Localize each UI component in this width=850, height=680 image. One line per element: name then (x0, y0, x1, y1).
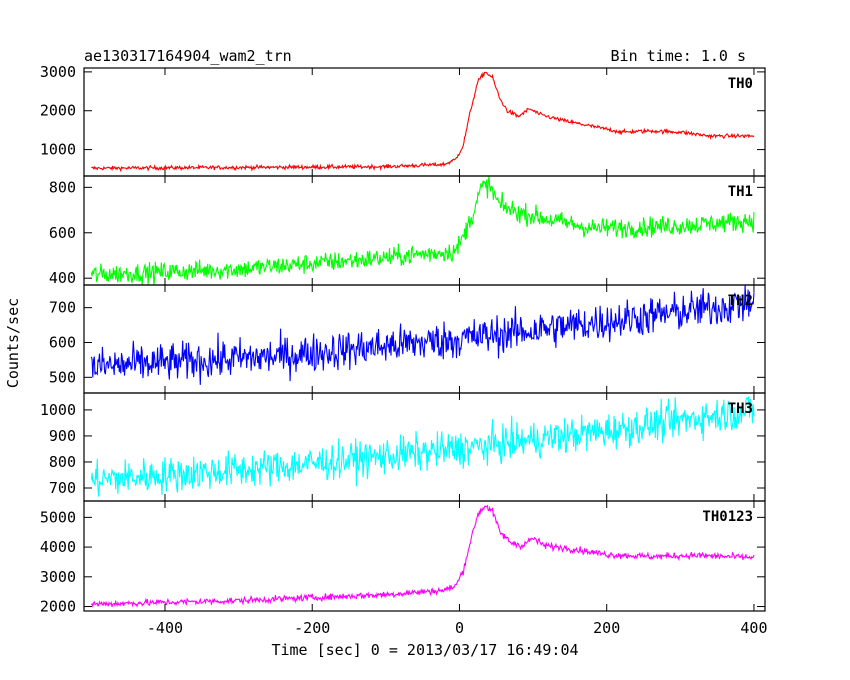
y-tick-label: 400 (49, 269, 76, 287)
panel-frame (83, 67, 766, 177)
y-tick-label: 5000 (40, 508, 76, 526)
y-tick-label: 700 (49, 479, 76, 497)
series-th1 (90, 176, 755, 285)
y-tick-label: 800 (49, 453, 76, 471)
panel-label: TH0 (728, 76, 753, 92)
y-tick-label: 1000 (40, 141, 76, 159)
x-axis: -400 -200 0 200 400 (147, 619, 768, 637)
panel-frame (83, 500, 766, 612)
x-tick-label: 400 (740, 619, 767, 637)
panel-th1: TH1 400 600 800 (49, 175, 766, 287)
x-tick-label: 200 (593, 619, 620, 637)
y-tick-label: 4000 (40, 538, 76, 556)
panel-label: TH3 (728, 401, 753, 417)
series-th0 (91, 71, 755, 173)
panel-th2: TH2 500 600 700 (49, 284, 766, 394)
y-tick-label: 1000 (40, 401, 76, 419)
panel-th0: TH0 1000 2000 3000 (40, 63, 766, 177)
x-tick-label: -200 (294, 619, 330, 637)
y-tick-label: 3000 (40, 568, 76, 586)
y-tick-label: 3000 (40, 63, 76, 81)
panels-group: TH0100020003000TH1400600800TH2500600700T… (40, 63, 768, 637)
panel-label: TH2 (728, 293, 753, 309)
y-tick-label: 500 (49, 368, 76, 386)
y-tick-label: 800 (49, 178, 76, 196)
y-tick-label: 2000 (40, 598, 76, 616)
panel-label: TH0123 (702, 509, 753, 525)
bin-time-label: Bin time: 1.0 s (611, 47, 746, 65)
panel-th3: TH3 700 800 900 1000 (40, 392, 766, 502)
x-axis-title: Time [sec] 0 = 2013/03/17 16:49:04 (271, 641, 578, 659)
panel-th0123: TH0123 2000 3000 4000 5000 (40, 500, 766, 616)
y-tick-label: 900 (49, 427, 76, 445)
panel-label: TH1 (728, 184, 753, 200)
chart-title: ae130317164904_wam2_trn (84, 47, 292, 65)
series-th0123 (90, 504, 755, 609)
y-axis-title: Counts/sec (4, 298, 22, 388)
series-th2 (90, 284, 755, 385)
x-tick-label: 0 (455, 619, 464, 637)
y-tick-label: 600 (49, 333, 76, 351)
y-tick-label: 600 (49, 224, 76, 242)
y-tick-label: 700 (49, 299, 76, 317)
panel-frame (83, 175, 766, 286)
series-th3 (90, 396, 755, 497)
y-tick-label: 2000 (40, 102, 76, 120)
x-tick-label: -400 (147, 619, 183, 637)
